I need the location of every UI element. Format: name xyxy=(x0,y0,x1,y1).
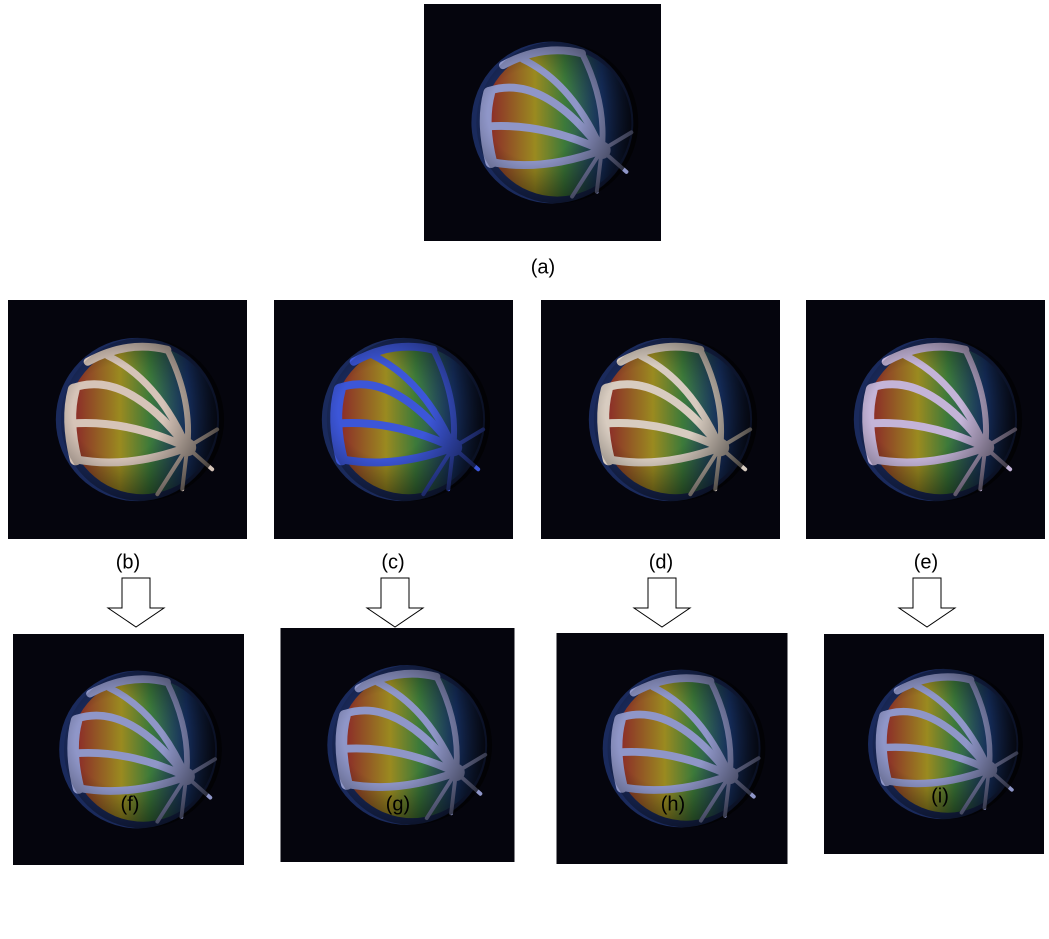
panel-image xyxy=(13,634,244,865)
panel-image xyxy=(281,628,515,862)
down-arrow xyxy=(634,578,690,627)
panel-image xyxy=(824,634,1044,854)
figure: (a) (b) (c) (d) (e) (f) (g) (h) (i) xyxy=(0,0,1049,934)
panel-label: (a) xyxy=(531,256,555,278)
panel-image xyxy=(424,4,661,241)
page: (a) (b) (c) (d) (e) (f) (g) (h) (i) (() … xyxy=(0,0,1049,939)
down-arrow xyxy=(899,578,955,627)
panel-label: (i) xyxy=(931,785,949,807)
panel-label: (d) xyxy=(649,551,673,573)
down-arrow xyxy=(108,578,164,627)
panel-image xyxy=(557,633,788,864)
panel-image xyxy=(274,300,513,539)
down-arrow xyxy=(367,578,423,627)
panel-image xyxy=(541,300,780,539)
panel-image xyxy=(8,300,247,539)
panel-label: (f) xyxy=(121,793,140,815)
panel-label: (e) xyxy=(914,551,938,573)
panel-label: (b) xyxy=(116,551,140,573)
panel-label: (h) xyxy=(661,793,685,815)
panel-label: (g) xyxy=(386,793,410,815)
panel-label: (c) xyxy=(381,551,404,573)
panel-image xyxy=(806,300,1045,539)
arrows xyxy=(108,578,955,627)
